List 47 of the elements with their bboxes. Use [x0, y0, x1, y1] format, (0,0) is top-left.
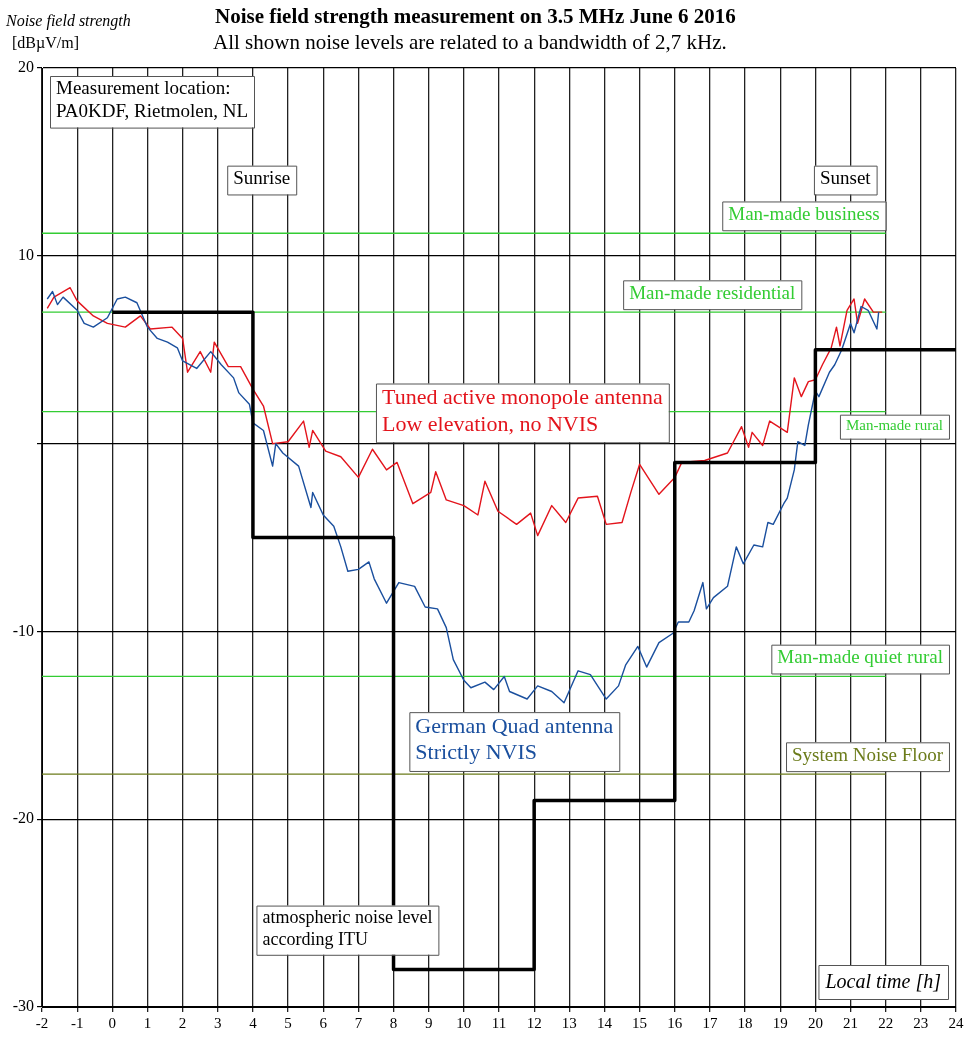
x-tick-label: 0 [108, 1014, 117, 1031]
x-tick-label: 8 [389, 1014, 398, 1031]
x-tick-label: 10 [456, 1014, 472, 1031]
x-tick-label: -2 [35, 1014, 49, 1031]
x-tick-label: 17 [702, 1014, 718, 1031]
x-tick-label: 24 [948, 1014, 964, 1031]
y-tick-label: -10 [12, 621, 34, 639]
x-tick-label: 18 [737, 1014, 753, 1031]
y-tick-label: 10 [18, 246, 34, 263]
x-tick-label: -1 [70, 1014, 84, 1031]
y-tick-label: 20 [18, 58, 34, 76]
ref-line-label: Man-made business [728, 202, 880, 224]
series-label: atmospheric noise level according ITU [262, 907, 433, 949]
chart-subtitle: All shown noise levels are related to a bandwidth of 2,7 kHz. [213, 30, 727, 55]
annotation: Sunrise [233, 167, 291, 189]
x-axis-title: Local time [h] [824, 970, 942, 993]
annotation: Sunset [819, 167, 872, 189]
series-label: German Quad antenna Strictly NVIS [415, 712, 614, 765]
y-axis-title: Noise field strength [dBµV/m] [6, 11, 131, 54]
chart-title: Noise field strength measurement on 3.5 MHz June 6 2016 [215, 4, 736, 29]
series-label: Tuned active monopole antenna Low elevation, no NVIS [381, 384, 664, 436]
x-tick-label: 23 [913, 1014, 929, 1031]
x-tick-label: 14 [596, 1014, 613, 1031]
y-tick-label: -20 [12, 809, 34, 827]
x-tick-label: 9 [424, 1014, 433, 1031]
x-tick-label: 16 [667, 1014, 683, 1031]
x-tick-label: 6 [319, 1014, 328, 1031]
x-tick-label: 2 [178, 1014, 187, 1031]
x-tick-label: 11 [491, 1014, 507, 1031]
x-tick-label: 20 [807, 1014, 823, 1031]
x-tick-label: 21 [843, 1014, 859, 1031]
ref-line-label: System Noise Floor [792, 743, 944, 765]
x-tick-label: 13 [561, 1014, 577, 1031]
x-tick-label: 4 [249, 1014, 258, 1031]
x-tick-label: 5 [284, 1014, 292, 1031]
x-tick-label: 12 [526, 1014, 542, 1031]
ref-line-label: Man-made residential [629, 281, 796, 303]
x-tick-label: 7 [354, 1014, 363, 1031]
annotation: Measurement location: PA0KDF, Rietmolen, NL [56, 77, 249, 122]
ref-line-label: Man-made rural [845, 417, 943, 434]
x-tick-label: 15 [632, 1014, 648, 1031]
x-tick-label: 3 [214, 1014, 222, 1031]
x-tick-label: 22 [878, 1014, 894, 1031]
x-tick-label: 1 [143, 1014, 152, 1031]
x-tick-label: 19 [772, 1014, 788, 1031]
y-tick-label: -30 [12, 997, 34, 1015]
ref-line-label: Man-made quiet rural [777, 646, 943, 668]
